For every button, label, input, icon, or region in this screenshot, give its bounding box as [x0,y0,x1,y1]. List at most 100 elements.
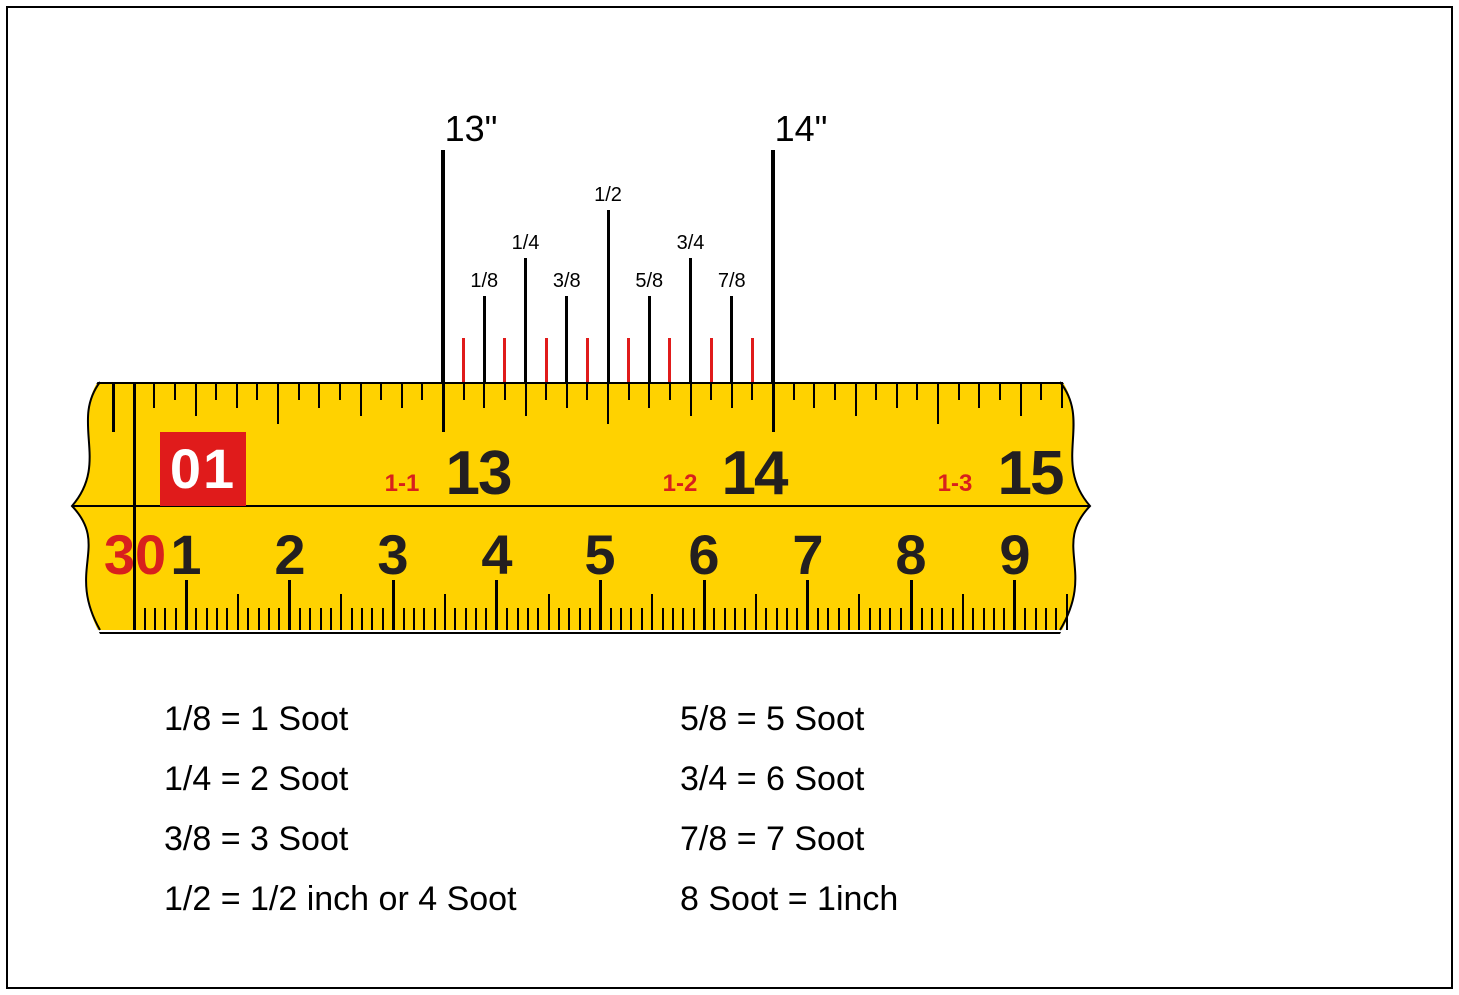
inch-sub-red: 1-2 [663,470,698,498]
cm-tick [258,608,260,630]
cm-tick [993,608,995,630]
callout-frac-label: 3/8 [553,270,581,293]
inch-tick [690,382,692,416]
cm-number: 2 [274,522,305,587]
cm-tick [185,580,188,630]
cm-number: 8 [895,522,926,587]
inch-tick [174,382,176,400]
cm-tick [599,580,602,630]
cm-tick [1024,608,1026,630]
callout-sixteenth-tick-red [627,338,630,382]
cm-tick [889,608,891,630]
inch-tick [710,382,712,400]
cm-tick [703,580,706,630]
callout-eighth-tick [483,296,486,382]
cm-tick [216,608,218,630]
cm-tick [858,594,860,630]
callout-sixteenth-tick-red [710,338,713,382]
cm-tick [299,608,301,630]
cm-tick [693,608,695,630]
cm-tick [268,608,270,630]
inch-tick [360,382,362,416]
cm-tick [776,608,778,630]
cm-tick [755,594,757,630]
cm-tick [651,594,653,630]
cm-tick [558,608,560,630]
inch-tick [277,382,279,424]
inch-tick [401,382,403,408]
inch-tick [628,382,630,400]
cm-tick [879,608,881,630]
inch-tick [421,382,423,400]
cm-tick [900,608,902,630]
callout-inch14-tick [771,150,775,382]
inch-tick [855,382,857,416]
inch-sub-red: 1-3 [938,470,973,498]
callout-frac-label: 1/2 [594,184,622,207]
inch-tick [607,382,609,424]
legend-row-left: 1/8 = 1 Soot [164,700,348,739]
cm-tick [983,608,985,630]
cm-tick [713,608,715,630]
cm-tick [495,580,498,630]
cm-tick [869,608,871,630]
inch-tick [442,382,445,432]
legend-row-left: 1/2 = 1/2 inch or 4 Soot [164,880,517,919]
inch-tick [236,382,238,408]
inch-number: 14 [722,438,787,509]
callout-label-14: 14" [775,108,828,150]
inch-tick [318,382,320,408]
callout-frac-label: 3/4 [677,232,705,255]
inch-tick [215,382,217,400]
cm-tick [827,608,829,630]
inch-tick [999,382,1001,400]
inch-tick [380,382,382,400]
cm-start-divider [133,382,136,630]
cm-tick [371,608,373,630]
cm-tick [423,608,425,630]
callout-eighth-tick [730,296,733,382]
cm-tick [786,608,788,630]
inch-tick [669,382,671,400]
callout-frac-label: 7/8 [718,270,746,293]
cm-tick [195,608,197,630]
legend-row-right: 7/8 = 7 Soot [680,820,864,859]
inch-tick [896,382,898,408]
callout-sixteenth-tick-red [668,338,671,382]
inch-tick [1061,382,1063,408]
callout-sixteenth-tick-red [586,338,589,382]
cm-tick [485,608,487,630]
cm-tick [175,608,177,630]
inch-sub-red: 1-1 [385,470,420,498]
legend-row-left: 1/4 = 2 Soot [164,760,348,799]
cm-tick [579,608,581,630]
callout-eighth-tick [648,296,651,382]
cm-tick [548,594,550,630]
cm-number: 7 [792,522,823,587]
cm-tick [340,594,342,630]
inch-tick [793,382,795,400]
cm-tick [806,580,809,630]
cm-tick [237,594,239,630]
cm-tick [444,594,446,630]
inch-tick [731,382,733,408]
callout-eighth-tick [524,258,527,382]
cm-tick [848,608,850,630]
cm-tick [724,608,726,630]
inch-tick [256,382,258,400]
cm-tick [465,608,467,630]
tape-outline [60,382,1100,634]
callout-sixteenth-tick-red [751,338,754,382]
cm-tick [568,608,570,630]
legend-row-right: 8 Soot = 1inch [680,880,898,919]
legend-row-left: 3/8 = 3 Soot [164,820,348,859]
cm-tick [154,608,156,630]
callout-inch13-tick [441,150,445,382]
inch-tick [813,382,815,408]
cm-number: 4 [481,522,512,587]
cm-tick [765,608,767,630]
cm-tick [309,608,311,630]
cm-tick [921,608,923,630]
cm-number: 9 [999,522,1030,587]
cm-tick [672,608,674,630]
